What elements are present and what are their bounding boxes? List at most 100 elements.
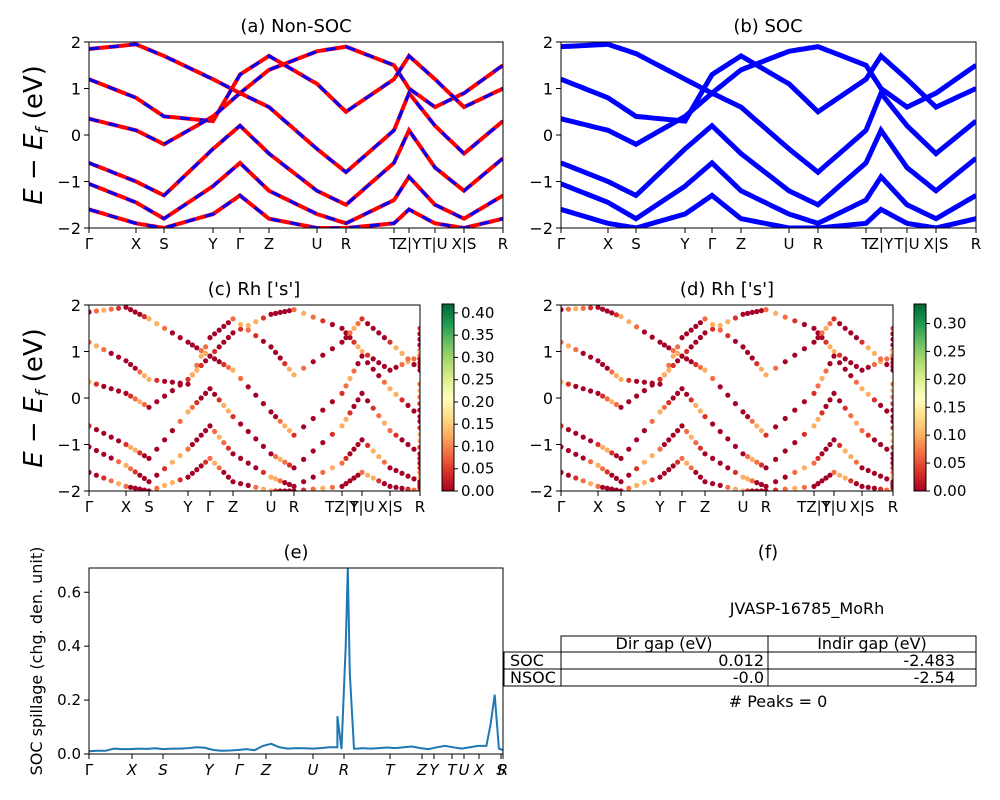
band-point bbox=[710, 481, 716, 487]
band-point bbox=[561, 469, 564, 475]
band-point bbox=[355, 397, 361, 403]
band-point bbox=[634, 437, 640, 443]
band-point bbox=[146, 479, 152, 485]
band-point bbox=[675, 350, 681, 356]
band-point bbox=[245, 428, 251, 435]
band-point bbox=[613, 475, 620, 481]
band-point bbox=[370, 475, 376, 481]
band-point bbox=[693, 361, 699, 368]
band-point bbox=[641, 379, 648, 385]
band-point bbox=[93, 308, 99, 314]
band-point bbox=[89, 379, 92, 385]
band-point bbox=[749, 309, 755, 315]
band-point bbox=[641, 459, 648, 465]
band-point bbox=[732, 443, 739, 449]
band-point bbox=[837, 360, 843, 366]
colorbar: 0.00 0.05 0.10 0.15 0.20 0.25 0.30 0.35 0.40 bbox=[441, 303, 494, 500]
band-point bbox=[782, 415, 788, 422]
band-point bbox=[754, 459, 760, 465]
band-point bbox=[169, 379, 175, 385]
band-point bbox=[580, 305, 586, 311]
band-point bbox=[393, 467, 399, 474]
band-point bbox=[329, 346, 335, 352]
band-point bbox=[890, 414, 893, 420]
band-point bbox=[93, 343, 99, 349]
band-point bbox=[355, 361, 361, 367]
band-point bbox=[773, 365, 779, 371]
band-point bbox=[387, 465, 393, 471]
x-tick-label: Z|Y bbox=[397, 235, 422, 253]
band-point bbox=[141, 475, 147, 481]
band-point bbox=[609, 369, 615, 375]
band-point bbox=[230, 330, 236, 336]
band-point bbox=[884, 361, 890, 368]
band-point bbox=[745, 414, 751, 420]
band-point bbox=[216, 344, 222, 350]
band-point bbox=[600, 393, 606, 399]
band-point bbox=[185, 474, 191, 480]
band-point bbox=[758, 488, 764, 491]
band-point bbox=[688, 327, 694, 333]
band-point bbox=[89, 469, 92, 475]
band-point bbox=[238, 455, 244, 461]
colorbar-tick-label: 0.35 bbox=[461, 326, 494, 344]
band-point bbox=[609, 310, 615, 316]
band-point bbox=[679, 455, 685, 461]
band-point bbox=[831, 353, 837, 359]
band-point bbox=[573, 475, 579, 481]
x-tick-label: Z bbox=[736, 235, 746, 253]
band-point bbox=[177, 382, 183, 388]
band-point bbox=[417, 455, 420, 461]
band-point bbox=[827, 472, 833, 478]
x-tick-label: X|S bbox=[452, 235, 477, 253]
band-point bbox=[132, 469, 138, 475]
band-point bbox=[225, 334, 231, 341]
band-point bbox=[641, 428, 648, 434]
band-point bbox=[588, 438, 594, 444]
band-point bbox=[137, 450, 143, 456]
table-cell: 0.012 bbox=[718, 651, 764, 670]
band-point bbox=[128, 393, 134, 399]
band-point bbox=[376, 478, 382, 484]
band-point bbox=[732, 486, 738, 491]
y-tick-label: −1 bbox=[57, 436, 81, 455]
y-tick-label: 0 bbox=[71, 126, 81, 145]
band-point bbox=[198, 432, 204, 438]
band-point bbox=[890, 348, 893, 355]
band-point bbox=[238, 375, 244, 382]
band-point bbox=[399, 437, 405, 443]
band-point bbox=[609, 486, 615, 491]
band-point bbox=[595, 390, 601, 396]
band-point bbox=[823, 446, 829, 452]
band-point bbox=[853, 335, 860, 341]
x-tick-label: TZ|Y bbox=[796, 498, 831, 516]
band-point bbox=[763, 432, 769, 438]
band-point bbox=[819, 375, 825, 382]
band-point bbox=[116, 305, 122, 311]
band-point bbox=[782, 314, 788, 320]
band-point bbox=[101, 451, 107, 457]
band-point bbox=[684, 348, 690, 355]
band-point bbox=[573, 347, 579, 353]
band-line bbox=[561, 52, 976, 124]
x-tick-label: Z bbox=[260, 761, 272, 779]
band-point bbox=[405, 486, 411, 491]
band-point bbox=[848, 360, 854, 366]
x-tick-label: X bbox=[603, 235, 613, 253]
band-point bbox=[230, 367, 236, 373]
band-point bbox=[207, 423, 213, 429]
band-point bbox=[745, 310, 751, 316]
y-tick-label: 1 bbox=[543, 80, 553, 99]
band-point bbox=[376, 413, 382, 419]
band-point bbox=[393, 345, 399, 351]
x-tick-label: T bbox=[860, 235, 871, 253]
band-point bbox=[351, 403, 357, 409]
band-line bbox=[561, 122, 976, 208]
band-point bbox=[890, 465, 893, 471]
band-point bbox=[561, 307, 564, 313]
x-tick-label: Z bbox=[416, 761, 428, 779]
band-point bbox=[604, 365, 610, 371]
table-header-cell: Dir gap (eV) bbox=[616, 634, 713, 653]
band-point bbox=[238, 321, 244, 328]
band-point bbox=[399, 350, 405, 356]
